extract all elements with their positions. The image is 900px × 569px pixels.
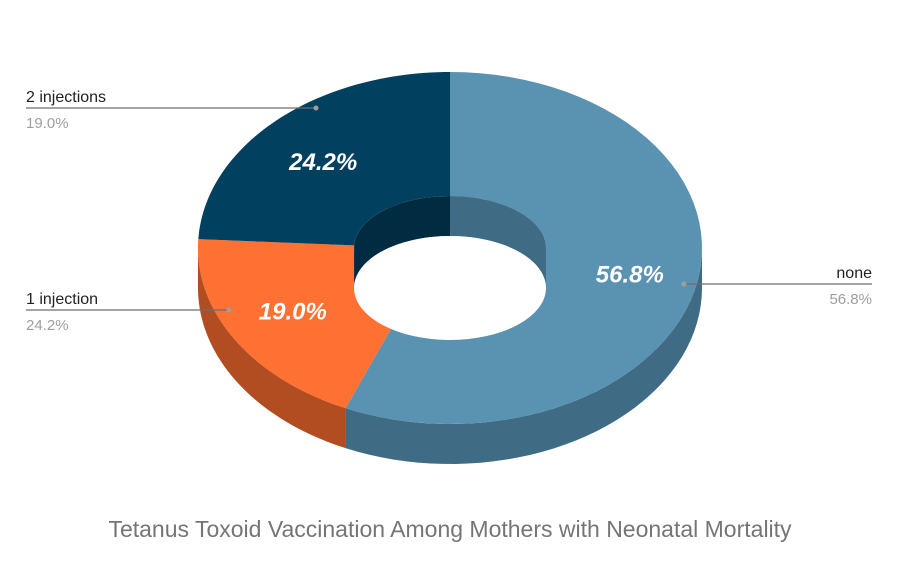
chart-title: Tetanus Toxoid Vaccination Among Mothers… (108, 516, 792, 542)
hole-wall-2 (354, 196, 450, 286)
legend-name-none: none (836, 265, 872, 282)
leader-dot-2 (226, 307, 232, 313)
slice-label-none: 56.8% (596, 261, 664, 288)
hole-wall-0 (450, 196, 546, 288)
legend-value-none: 56.8% (829, 291, 872, 308)
slice-side-0 (345, 248, 702, 464)
legend-value-2-injections: 19.0% (26, 115, 69, 132)
legend-name-2-injections: 2 injections (26, 89, 106, 106)
legend-value-1-injection: 24.2% (26, 317, 69, 334)
slice-1-injection[interactable] (198, 72, 450, 246)
leader-dot-1 (313, 105, 319, 111)
donut-hole (354, 236, 546, 340)
leader-dot-0 (681, 281, 687, 287)
slice-side-1 (198, 248, 346, 449)
slice-label-2-injections: 19.0% (259, 298, 327, 325)
slice-label-1-injection: 24.2% (288, 149, 357, 176)
legend-name-1-injection: 1 injection (26, 291, 98, 308)
